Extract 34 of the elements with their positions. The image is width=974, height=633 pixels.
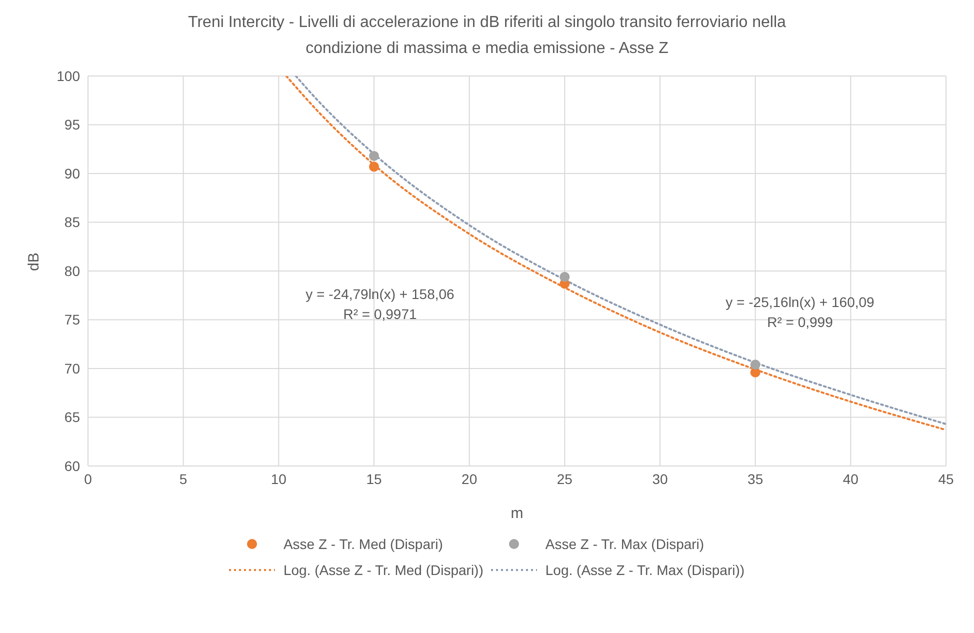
legend-label: Log. (Asse Z - Tr. Med (Dispari)) — [283, 562, 484, 578]
x-tick-label: 30 — [652, 470, 668, 487]
x-tick-label: 25 — [556, 470, 573, 487]
y-tick-label: 65 — [64, 409, 80, 426]
y-tick-label: 75 — [64, 312, 80, 328]
x-tick-label: 20 — [462, 470, 478, 487]
x-tick-label: 5 — [179, 470, 188, 487]
annotation: R² = 0,999 — [767, 314, 833, 330]
y-tick-label: 60 — [64, 458, 80, 474]
x-tick-label: 10 — [270, 470, 287, 487]
y-tick-label: 100 — [56, 68, 80, 84]
legend-label: Asse Z - Tr. Med (Dispari) — [283, 536, 443, 552]
y-tick-label: 90 — [64, 165, 80, 182]
x-tick-label: 15 — [366, 470, 382, 487]
y-tick-label: 80 — [64, 262, 80, 279]
legend-label: Log. (Asse Z - Tr. Max (Dispari)) — [545, 562, 745, 578]
x-tick-label: 0 — [84, 470, 92, 487]
x-axis-title: m — [510, 505, 524, 522]
annotation: y = -24,79ln(x) + 158,06 — [306, 286, 454, 302]
x-tick-label: 35 — [748, 470, 764, 487]
annotation: R² = 0,9971 — [343, 306, 417, 322]
point — [560, 272, 570, 282]
y-tick-label: 95 — [64, 116, 80, 133]
point — [369, 162, 379, 172]
annotation: y = -25,16ln(x) + 160,09 — [726, 294, 874, 310]
x-tick-label: 40 — [842, 470, 859, 487]
y-tick-label: 85 — [64, 214, 80, 230]
point — [750, 360, 760, 370]
y-tick-label: 70 — [64, 360, 80, 376]
legend-label: Asse Z - Tr. Max (Dispari) — [545, 536, 704, 552]
x-tick-label: 45 — [938, 470, 954, 487]
point — [369, 150, 379, 161]
y-axis-title: dB — [25, 252, 42, 271]
chart-title: Treni Intercity - Livelli di accelerazione in dB riferiti al singolo transito ferroviario nella condizione di massima e media emissione - Asse Z — [187, 13, 787, 59]
